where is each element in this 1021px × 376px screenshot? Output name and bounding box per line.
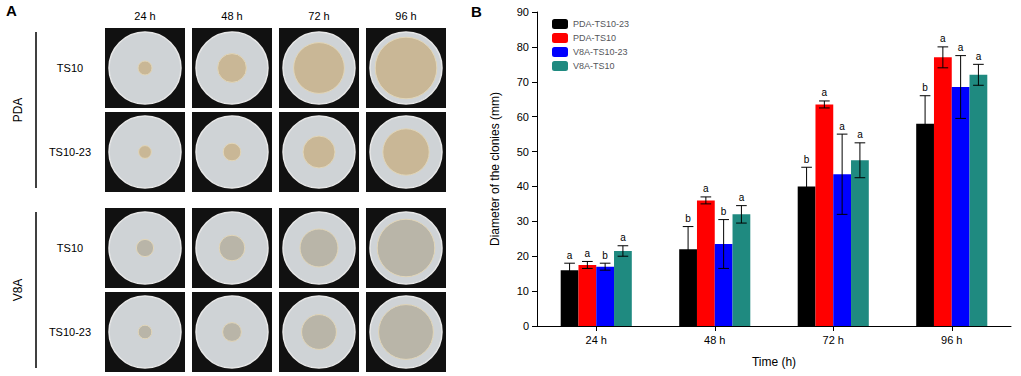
svg-text:24 h: 24 h (586, 334, 607, 346)
svg-text:V8A: V8A (11, 279, 25, 302)
svg-text:40: 40 (517, 180, 529, 192)
svg-text:TS10-23: TS10-23 (49, 326, 91, 338)
svg-text:a: a (940, 33, 946, 44)
svg-text:24 h: 24 h (134, 10, 155, 22)
svg-text:10: 10 (517, 285, 529, 297)
svg-text:a: a (839, 121, 845, 132)
svg-text:60: 60 (517, 111, 529, 123)
svg-text:70: 70 (517, 76, 529, 88)
svg-text:V8A-TS10-23: V8A-TS10-23 (573, 47, 628, 57)
svg-text:Time (h): Time (h) (752, 355, 796, 369)
svg-text:90: 90 (517, 6, 529, 18)
svg-text:V8A-TS10: V8A-TS10 (573, 61, 615, 71)
svg-text:80: 80 (517, 41, 529, 53)
svg-text:PDA-TS10: PDA-TS10 (573, 33, 616, 43)
svg-text:TS10-23: TS10-23 (49, 146, 91, 158)
svg-text:b: b (721, 206, 727, 217)
svg-text:48 h: 48 h (704, 334, 725, 346)
svg-text:30: 30 (517, 215, 529, 227)
svg-text:b: b (685, 213, 691, 224)
svg-text:a: a (857, 129, 863, 140)
svg-text:TS10: TS10 (57, 242, 83, 254)
svg-text:48 h: 48 h (221, 10, 242, 22)
svg-text:PDA-TS10-23: PDA-TS10-23 (573, 19, 629, 29)
svg-text:PDA: PDA (11, 98, 25, 123)
svg-text:a: a (739, 192, 745, 203)
svg-text:72 h: 72 h (823, 334, 844, 346)
svg-text:a: a (822, 87, 828, 98)
svg-text:50: 50 (517, 146, 529, 158)
svg-text:b: b (804, 154, 810, 165)
svg-text:Diameter of the clonies (mm): Diameter of the clonies (mm) (488, 92, 502, 246)
svg-text:a: a (703, 183, 709, 194)
svg-text:a: a (958, 42, 964, 53)
svg-text:0: 0 (523, 320, 529, 332)
svg-text:a: a (620, 232, 626, 243)
svg-text:96 h: 96 h (395, 10, 416, 22)
svg-text:72 h: 72 h (308, 10, 329, 22)
svg-text:96 h: 96 h (941, 334, 962, 346)
svg-text:A: A (6, 2, 17, 19)
svg-text:b: b (602, 250, 608, 261)
svg-text:TS10: TS10 (57, 62, 83, 74)
svg-text:20: 20 (517, 250, 529, 262)
svg-text:B: B (471, 3, 482, 20)
svg-text:a: a (976, 51, 982, 62)
svg-text:b: b (922, 82, 928, 93)
svg-text:a: a (585, 248, 591, 259)
svg-text:a: a (567, 250, 573, 261)
